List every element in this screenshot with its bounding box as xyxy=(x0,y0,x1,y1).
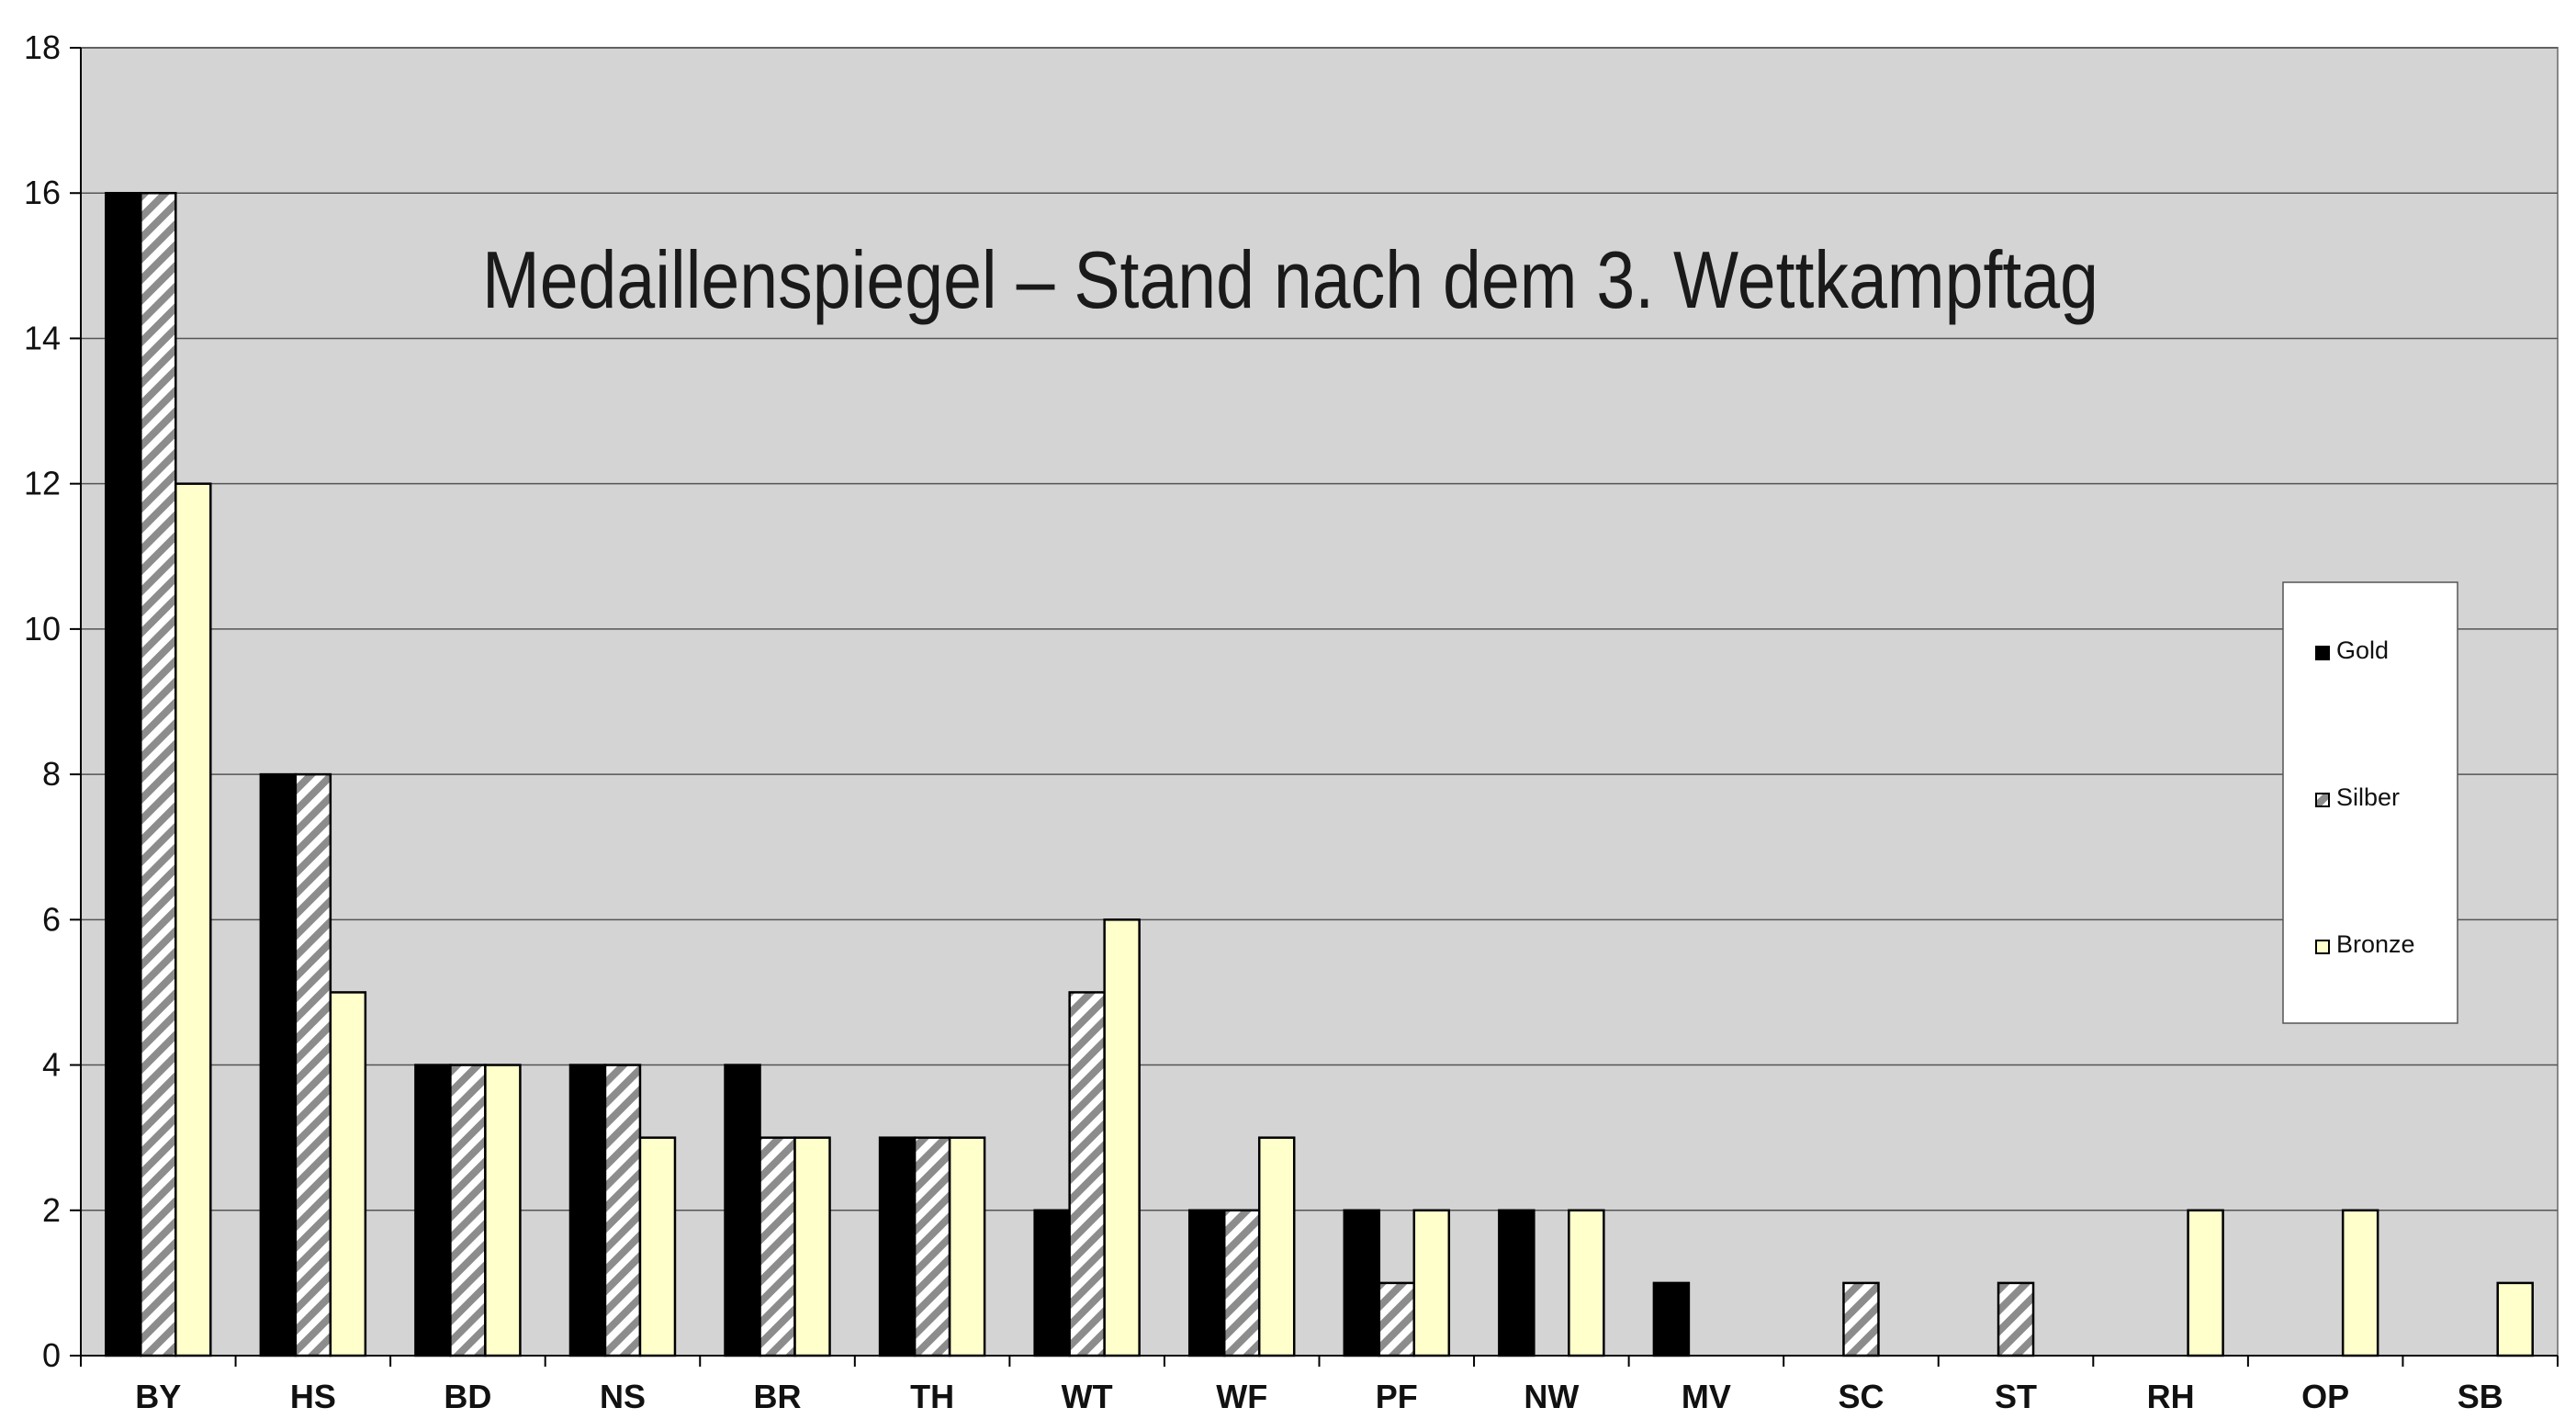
bar-bronze-wf xyxy=(1257,1136,1296,1357)
x-tick-label: BD xyxy=(444,1378,491,1415)
y-tick-label: 8 xyxy=(42,755,61,793)
x-tick-label: NS xyxy=(600,1378,646,1415)
x-tick-label: HS xyxy=(290,1378,336,1415)
legend-label-silber: Silber xyxy=(2336,783,2400,811)
bar-silber-wt xyxy=(1068,991,1106,1357)
x-tick-label: ST xyxy=(1995,1378,2037,1415)
bar-bronze-op xyxy=(2341,1209,2379,1357)
bar-silber-st xyxy=(1997,1281,2035,1357)
y-tick-label: 0 xyxy=(42,1336,61,1374)
bar-silber-ns xyxy=(603,1064,642,1357)
legend: Gold Silber Bronze xyxy=(2282,581,2458,1024)
bar-bronze-nw xyxy=(1568,1209,1605,1357)
x-tick-label: NW xyxy=(1524,1378,1579,1415)
legend-label-gold: Gold xyxy=(2336,636,2389,664)
y-tick-label: 16 xyxy=(24,174,61,211)
bar-bronze-wt xyxy=(1103,918,1141,1357)
x-tick-label: OP xyxy=(2301,1378,2349,1415)
bar-bronze-hs xyxy=(329,991,367,1357)
bar-silber-by xyxy=(140,191,177,1357)
bar-gold-by xyxy=(105,191,142,1357)
bar-silber-wf xyxy=(1222,1209,1261,1357)
bar-bronze-bd xyxy=(484,1064,522,1357)
bar-gold-ns xyxy=(568,1064,607,1357)
bar-gold-hs xyxy=(259,772,298,1357)
y-tick-label: 14 xyxy=(24,319,61,356)
x-tick-label: MV xyxy=(1682,1378,1731,1415)
x-tick-label: WF xyxy=(1216,1378,1267,1415)
bar-bronze-br xyxy=(793,1136,831,1357)
bar-bronze-sb xyxy=(2496,1281,2534,1357)
chart-title: Medaillenspiegel – Stand nach dem 3. Wet… xyxy=(482,234,2098,325)
legend-swatch-silber xyxy=(2315,793,2330,807)
x-tick-label: BY xyxy=(135,1378,181,1415)
y-tick-label: 18 xyxy=(24,28,61,66)
bar-bronze-th xyxy=(948,1136,986,1357)
bar-gold-bd xyxy=(414,1064,452,1357)
bar-silber-pf xyxy=(1378,1281,1416,1357)
x-tick-label: BR xyxy=(754,1378,802,1415)
bar-gold-mv xyxy=(1652,1281,1691,1357)
bar-bronze-rh xyxy=(2187,1209,2224,1357)
legend-swatch-bronze xyxy=(2315,940,2330,954)
bar-silber-sc xyxy=(1842,1281,1880,1357)
bar-gold-wt xyxy=(1033,1209,1071,1357)
y-tick-label: 10 xyxy=(24,610,61,648)
bar-bronze-by xyxy=(174,482,212,1357)
bar-gold-pf xyxy=(1343,1209,1381,1357)
bar-silber-bd xyxy=(449,1064,487,1357)
legend-label-bronze: Bronze xyxy=(2336,930,2415,958)
bar-gold-th xyxy=(878,1136,917,1357)
axes: 0 2 4 6 8 10 12 14 16 18 BY HS BD NS BR TH WT WF PF NW MV SC S… xyxy=(24,28,2559,1415)
x-tick-label: SB xyxy=(2458,1378,2503,1415)
bar-gold-wf xyxy=(1187,1209,1226,1357)
x-tick-label: PF xyxy=(1376,1378,1418,1415)
y-tick-label: 4 xyxy=(42,1046,61,1084)
bar-gold-br xyxy=(724,1064,761,1357)
y-tick-label: 12 xyxy=(24,465,61,502)
y-tick-label: 6 xyxy=(42,900,61,938)
x-tick-label: WT xyxy=(1062,1378,1113,1415)
legend-box xyxy=(2282,581,2458,1024)
x-tick-label: SC xyxy=(1838,1378,1884,1415)
legend-swatch-gold xyxy=(2315,646,2330,660)
x-tick-label: TH xyxy=(910,1378,954,1415)
bar-silber-hs xyxy=(294,772,332,1357)
bar-silber-th xyxy=(913,1136,951,1357)
bars xyxy=(105,191,2534,1357)
bar-bronze-pf xyxy=(1412,1209,1451,1357)
bar-gold-nw xyxy=(1498,1209,1535,1357)
x-tick-label: RH xyxy=(2147,1378,2195,1415)
y-tick-label: 2 xyxy=(42,1191,61,1229)
bar-bronze-ns xyxy=(638,1136,677,1357)
bar-silber-br xyxy=(759,1136,796,1357)
